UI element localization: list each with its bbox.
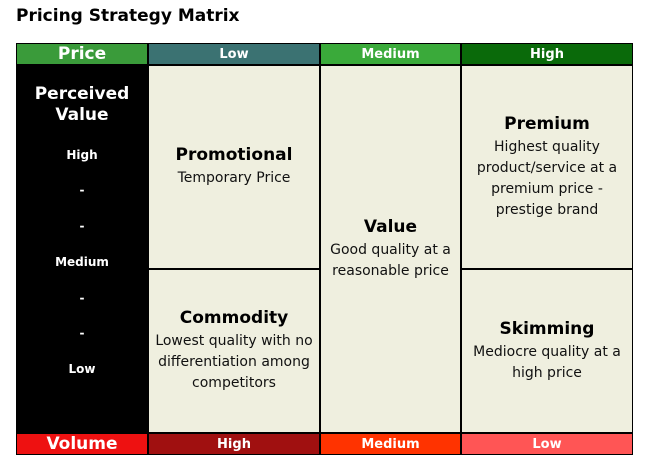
commodity-title: Commodity [179, 308, 289, 328]
price-low-label: Low [219, 46, 249, 62]
volume-low-label: Low [532, 436, 562, 452]
price-medium-header: Medium [320, 43, 461, 65]
volume-medium-label: Medium [361, 436, 420, 452]
value-title: Value [363, 216, 418, 237]
axis-level-dash: - [79, 183, 85, 197]
skimming-desc: Mediocre quality at a high price [473, 343, 621, 381]
commodity-cell: Commodity Lowest quality with no differe… [148, 269, 320, 433]
skimming-cell: Skimming Mediocre quality at a high pric… [461, 269, 633, 433]
commodity-desc: Lowest quality with no differentiation a… [155, 333, 313, 391]
value-desc: Good quality at a reasonable price [330, 241, 451, 279]
perceived-value-axis: Perceived Value High - - Medium - - Low [16, 65, 148, 433]
price-medium-label: Medium [361, 46, 420, 62]
volume-axis-label: Volume [46, 434, 118, 454]
promotional-cell: Promotional Temporary Price [148, 65, 320, 269]
axis-level-dash: - [79, 291, 85, 305]
price-low-header: Low [148, 43, 320, 65]
axis-level-low: Low [68, 362, 96, 376]
premium-title: Premium [504, 114, 590, 134]
perceived-value-title: Perceived Value [34, 84, 130, 125]
volume-medium-footer: Medium [320, 433, 461, 455]
axis-level-dash: - [79, 326, 85, 340]
price-high-label: High [530, 46, 564, 62]
price-high-header: High [461, 43, 633, 65]
volume-low-footer: Low [461, 433, 633, 455]
page-title: Pricing Strategy Matrix [16, 6, 240, 26]
axis-level-dash: - [79, 219, 85, 233]
value-cell: Value Good quality at a reasonable price [320, 65, 461, 433]
premium-desc: Highest quality product/service at a pre… [476, 139, 618, 218]
promotional-title: Promotional [175, 145, 293, 165]
price-axis-header: Price [16, 43, 148, 65]
skimming-title: Skimming [499, 318, 595, 339]
volume-axis-footer: Volume [16, 433, 148, 455]
price-axis-label: Price [57, 44, 107, 64]
axis-level-high: High [66, 148, 98, 162]
volume-high-label: High [217, 436, 251, 452]
premium-cell: Premium Highest quality product/service … [461, 65, 633, 269]
volume-high-footer: High [148, 433, 320, 455]
promotional-desc: Temporary Price [177, 170, 291, 186]
axis-level-medium: Medium [55, 255, 109, 269]
